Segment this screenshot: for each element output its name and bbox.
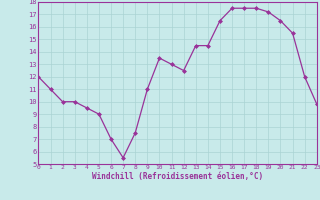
X-axis label: Windchill (Refroidissement éolien,°C): Windchill (Refroidissement éolien,°C) <box>92 172 263 181</box>
